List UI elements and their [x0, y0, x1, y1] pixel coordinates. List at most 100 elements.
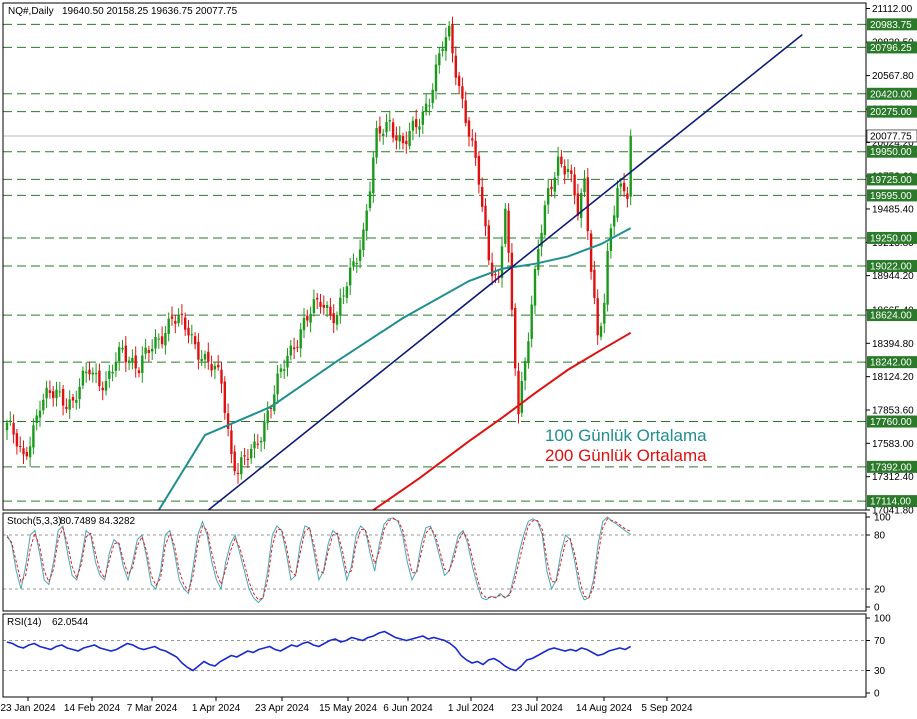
bull-candle: [428, 105, 431, 107]
level-label-box: [867, 356, 917, 369]
bear-candle: [124, 345, 127, 363]
bull-candle: [583, 178, 586, 193]
y-tick-label: 18394.80: [872, 339, 914, 350]
bull-candle: [144, 347, 147, 354]
bear-candle: [160, 336, 164, 345]
bear-candle: [454, 55, 457, 78]
bear-candle: [61, 389, 65, 406]
bull-candle: [418, 126, 421, 130]
bear-candle: [467, 120, 471, 137]
level-label: 19250.00: [870, 233, 912, 244]
bear-candle: [401, 136, 405, 144]
bull-candle: [520, 381, 523, 413]
stoch-y-tick-label: 100: [874, 513, 891, 524]
bear-candle: [246, 458, 250, 460]
bear-candle: [236, 472, 240, 474]
level-label-box: [867, 105, 917, 118]
bear-candle: [65, 406, 68, 409]
bull-candle: [312, 299, 316, 314]
bear-candle: [484, 205, 487, 227]
bull-candle: [533, 269, 537, 306]
bear-candle: [573, 174, 576, 196]
bull-candle: [527, 341, 530, 364]
bull-candle: [81, 370, 85, 386]
y-tick-label: 18944.20: [872, 271, 914, 282]
bull-candle: [553, 177, 556, 192]
bear-candle: [570, 170, 573, 174]
bear-candle: [220, 369, 223, 384]
level-label-box: [867, 415, 917, 428]
bull-candle: [75, 400, 78, 403]
bull-candle: [355, 263, 358, 265]
current-price-label: 20077.75: [870, 131, 912, 142]
rsi-title: RSI(14): [7, 617, 41, 628]
bear-candle: [487, 225, 490, 261]
bear-candle: [322, 304, 325, 308]
bull-candle: [42, 399, 45, 411]
trendline: [207, 34, 803, 511]
level-label: 17114.00: [870, 497, 911, 508]
chart-header-symbol: NQ#,Daily: [8, 6, 54, 17]
bull-candle: [375, 128, 378, 158]
bull-candle: [58, 391, 61, 393]
bear-candle: [497, 275, 500, 277]
bear-candle: [589, 233, 593, 272]
x-tick-label: 14 Aug 2024: [576, 703, 633, 714]
bear-candle: [12, 422, 15, 435]
level-label: 20275.00: [870, 107, 912, 118]
bear-candle: [457, 75, 461, 87]
bull-candle: [434, 64, 438, 92]
x-tick-label: 23 Jan 2024: [0, 703, 55, 714]
level-label: 20983.75: [870, 20, 912, 31]
bull-candle: [411, 120, 415, 131]
bull-candle: [118, 347, 121, 362]
bull-candle: [32, 425, 35, 448]
x-tick-label: 1 Jul 2024: [448, 703, 495, 714]
bull-candle: [55, 389, 58, 399]
y-tick-label: 20567.80: [872, 71, 914, 82]
level-label-box: [867, 309, 917, 322]
bull-candle: [342, 295, 345, 297]
bull-candle: [580, 193, 583, 218]
bull-candle: [250, 449, 253, 459]
bear-candle: [19, 445, 22, 447]
bull-candle: [408, 131, 411, 147]
x-tick-label: 23 Apr 2024: [255, 703, 309, 714]
bull-candle: [599, 326, 603, 337]
bear-candle: [230, 430, 233, 454]
bull-candle: [424, 103, 428, 112]
bear-candle: [490, 262, 494, 277]
bull-candle: [325, 305, 329, 308]
bear-candle: [217, 364, 220, 368]
bull-candle: [157, 338, 160, 340]
bull-candle: [111, 371, 114, 374]
bear-candle: [319, 301, 322, 307]
bull-candle: [28, 446, 32, 458]
bear-candle: [415, 119, 418, 128]
chart-header-ohlc: 19640.50 20158.25 19636.75 20077.75: [62, 6, 238, 17]
level-label: 20420.00: [870, 89, 912, 100]
bull-candle: [299, 329, 302, 349]
y-tick-label: 17041.80: [872, 506, 914, 517]
y-tick-label: 20024.20: [872, 138, 914, 149]
bear-candle: [180, 313, 184, 316]
rsi-y-tick-label: 30: [874, 666, 886, 677]
stoch-y-tick-label: 20: [874, 585, 886, 596]
bull-candle: [504, 208, 507, 244]
x-tick-label: 1 Apr 2024: [192, 703, 241, 714]
bull-candle: [345, 286, 349, 298]
level-label: 19595.00: [870, 191, 912, 202]
bull-candle: [362, 229, 365, 251]
level-label-box: [867, 495, 917, 508]
bull-candle: [91, 372, 94, 375]
bear-candle: [395, 135, 398, 141]
bull-candle: [253, 441, 256, 449]
bull-candle: [259, 440, 263, 443]
bear-candle: [25, 452, 28, 457]
bear-candle: [514, 307, 517, 369]
bear-candle: [71, 397, 75, 401]
bear-candle: [576, 193, 580, 216]
